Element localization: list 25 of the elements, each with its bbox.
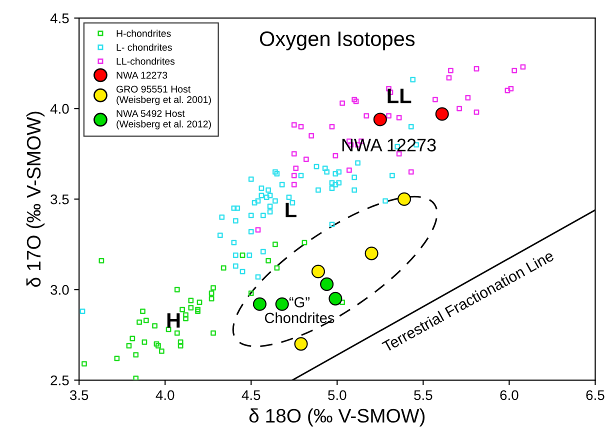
annotation: LL — [388, 88, 412, 104]
text: Oxygen Isotopes — [260, 31, 415, 50]
x-tick-label: 6.0 — [500, 390, 518, 400]
legend-label: NWA 12273 — [116, 72, 168, 79]
x-tick-label: 5.5 — [414, 390, 432, 400]
x-tick-label: 4.5 — [242, 390, 260, 400]
y-tick-label: 3.0 — [50, 284, 69, 295]
annotation: L — [286, 202, 296, 218]
legend-label: L- chondrites — [116, 44, 172, 51]
y-axis-title: δ 17O (‰ V-SMOW) — [26, 112, 44, 287]
x-tick-label: 6.5 — [586, 390, 604, 400]
x-tick-label: 5.0 — [328, 390, 346, 400]
x-axis-title: δ 18O (‰ V-SMOW) — [249, 408, 425, 426]
y-tick-label: 2.5 — [50, 375, 69, 386]
x-tick-label: 3.5 — [70, 390, 88, 400]
legend-label: NWA 5492 Host (Weisberg et al. 2012) — [116, 110, 211, 130]
annotation: “G” Chondrites — [264, 297, 334, 324]
legend-label: LL-chondrites — [116, 58, 175, 65]
annotation: H — [167, 313, 180, 328]
y-tick-label: 3.5 — [50, 194, 69, 204]
legend-label: GRO 95551 Host (Weisberg et al. 2001) — [116, 86, 211, 105]
legend-label: H-chondrites — [116, 30, 171, 37]
x-tick-label: 4.0 — [156, 390, 174, 400]
y-tick-label: 4.0 — [50, 104, 69, 114]
y-tick-label: 4.5 — [50, 14, 69, 24]
